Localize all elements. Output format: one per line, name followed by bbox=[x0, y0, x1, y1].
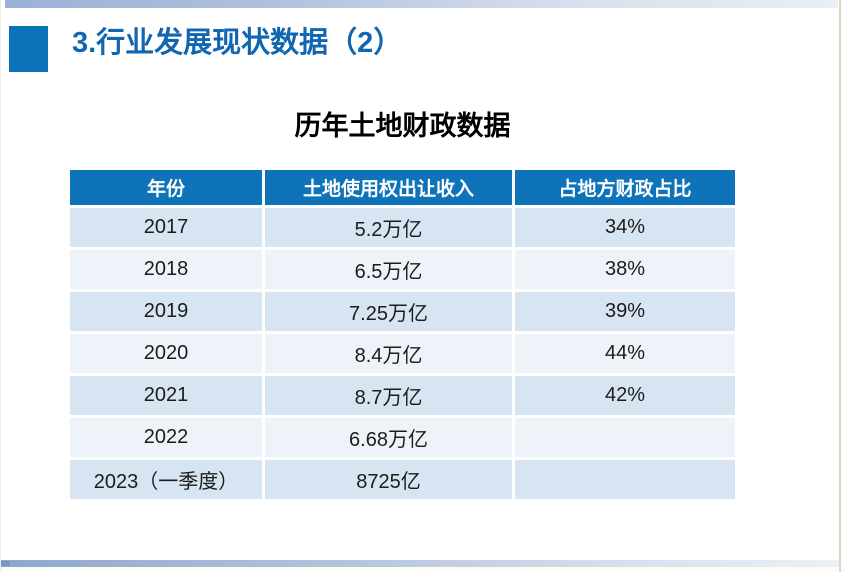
year-cell: 2023（一季度） bbox=[70, 460, 265, 502]
ratio-cell bbox=[515, 460, 735, 502]
ratio-cell bbox=[515, 418, 735, 460]
title-accent-square bbox=[9, 26, 48, 72]
table-header-row: 年份 土地使用权出让收入 占地方财政占比 bbox=[70, 170, 735, 208]
year-cell: 2021 bbox=[70, 376, 265, 418]
col-header-income: 土地使用权出让收入 bbox=[265, 170, 515, 208]
income-cell: 8725亿 bbox=[265, 460, 515, 502]
ratio-cell: 34% bbox=[515, 208, 735, 250]
year-cell: 2019 bbox=[70, 292, 265, 334]
income-cell: 5.2万亿 bbox=[265, 208, 515, 250]
col-header-year: 年份 bbox=[70, 170, 265, 208]
ratio-cell: 38% bbox=[515, 250, 735, 292]
table-row: 2020 8.4万亿 44% bbox=[70, 334, 735, 376]
table-row: 2021 8.7万亿 42% bbox=[70, 376, 735, 418]
bottom-rule-notch bbox=[1, 561, 10, 566]
income-cell: 8.4万亿 bbox=[265, 334, 515, 376]
income-cell: 6.5万亿 bbox=[265, 250, 515, 292]
bottom-margin-strip bbox=[0, 567, 844, 572]
year-cell: 2022 bbox=[70, 418, 265, 460]
slide-right-edge-line bbox=[839, 0, 841, 572]
land-finance-table: 年份 土地使用权出让收入 占地方财政占比 2017 5.2万亿 34% 2018… bbox=[70, 170, 735, 502]
table-row: 2018 6.5万亿 38% bbox=[70, 250, 735, 292]
table-row: 2023（一季度） 8725亿 bbox=[70, 460, 735, 502]
bottom-divider-rule bbox=[0, 560, 841, 567]
income-cell: 6.68万亿 bbox=[265, 418, 515, 460]
ratio-cell: 44% bbox=[515, 334, 735, 376]
col-header-ratio: 占地方财政占比 bbox=[515, 170, 735, 208]
top-divider-rule bbox=[5, 0, 838, 8]
table-row: 2017 5.2万亿 34% bbox=[70, 208, 735, 250]
slide-left-edge-line bbox=[0, 0, 1, 572]
table-row: 2019 7.25万亿 39% bbox=[70, 292, 735, 334]
table-caption: 历年土地财政数据 bbox=[294, 111, 511, 141]
income-cell: 7.25万亿 bbox=[265, 292, 515, 334]
ratio-cell: 39% bbox=[515, 292, 735, 334]
slide-title: 3.行业发展现状数据（2） bbox=[72, 27, 403, 59]
income-cell: 8.7万亿 bbox=[265, 376, 515, 418]
table-row: 2022 6.68万亿 bbox=[70, 418, 735, 460]
year-cell: 2020 bbox=[70, 334, 265, 376]
ratio-cell: 42% bbox=[515, 376, 735, 418]
year-cell: 2017 bbox=[70, 208, 265, 250]
year-cell: 2018 bbox=[70, 250, 265, 292]
